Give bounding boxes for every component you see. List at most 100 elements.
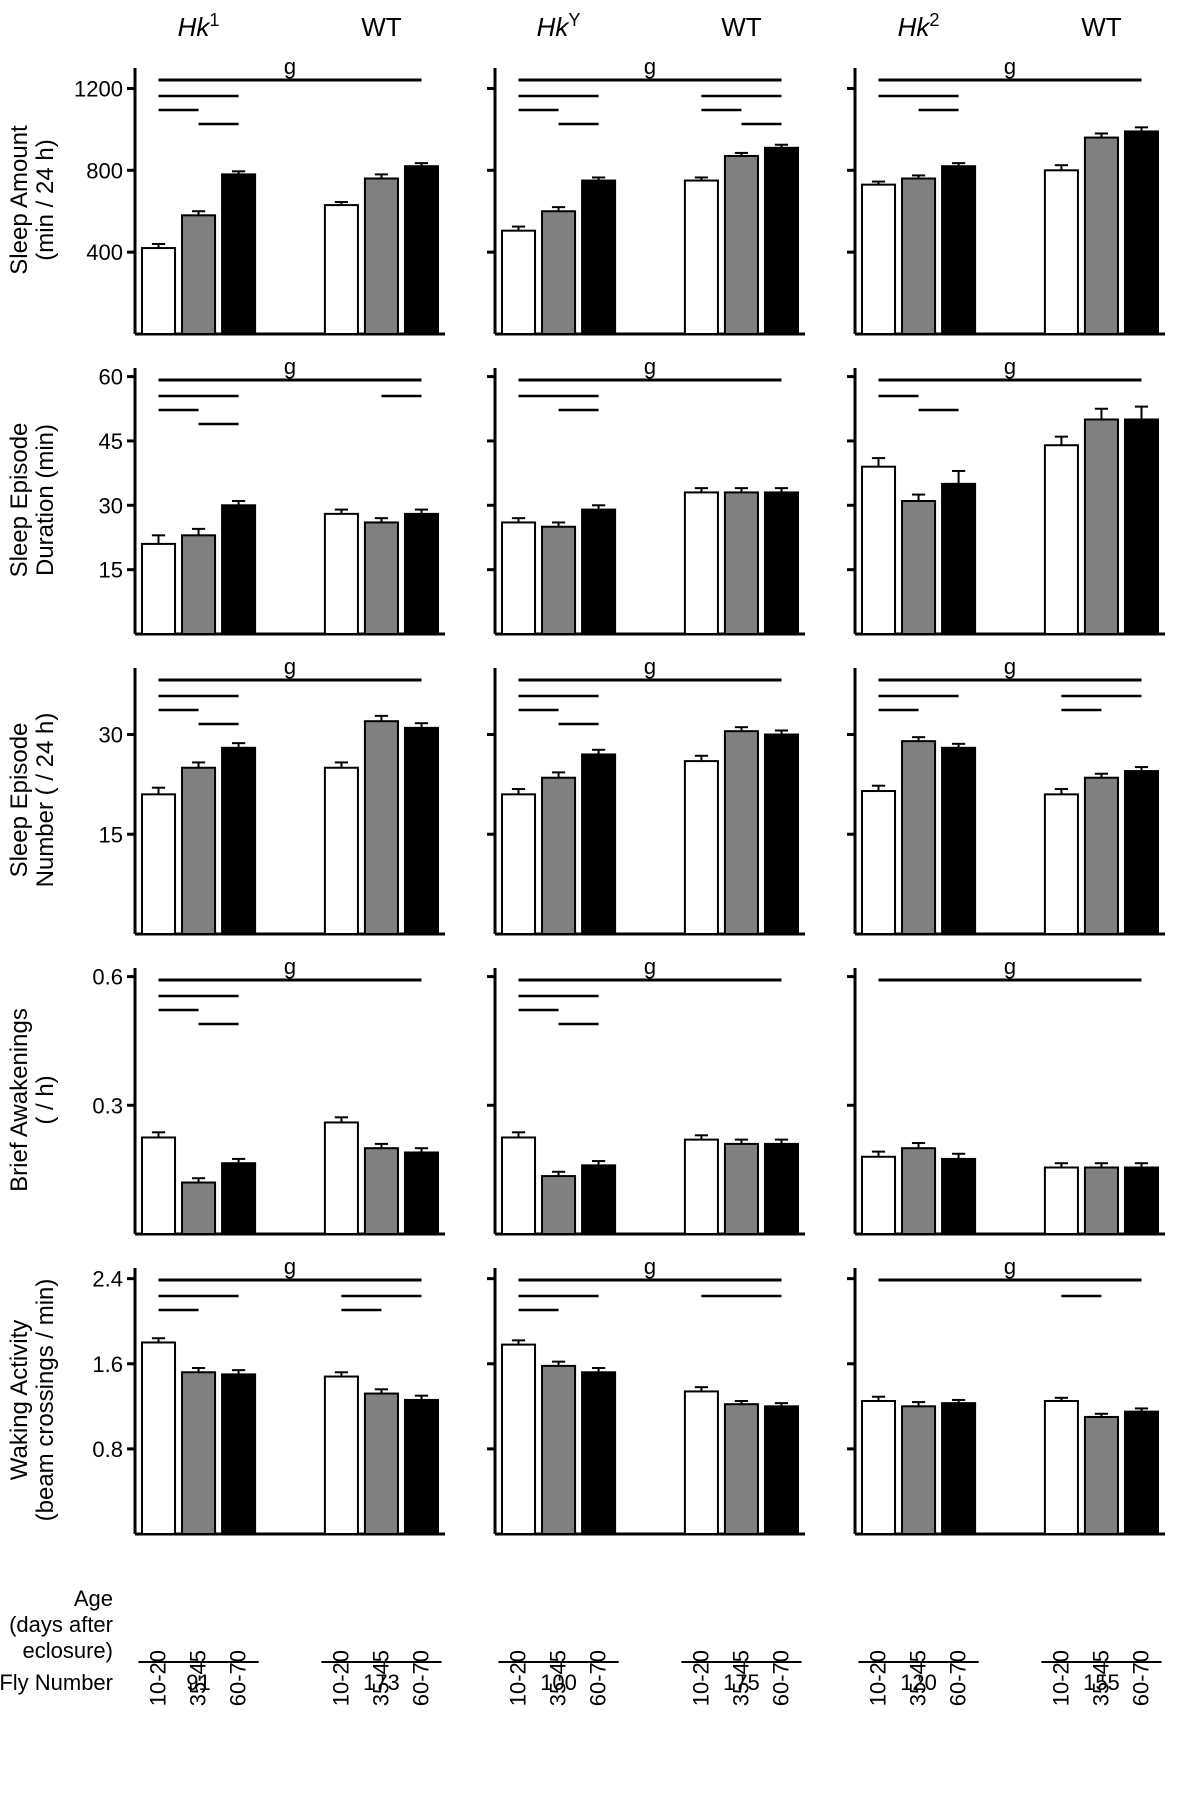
bar — [1125, 771, 1158, 934]
age-label: 60-70 — [586, 1650, 611, 1706]
sig-label-g: g — [284, 954, 296, 979]
fly-number: 100 — [540, 1670, 577, 1695]
bar — [942, 1159, 975, 1234]
column-header: WT — [361, 12, 402, 42]
bar — [142, 794, 175, 934]
bar — [902, 1406, 935, 1534]
figure-root: Hk1WTHkYWTHk2WTSleep Amount(min / 24 h)S… — [0, 0, 1200, 1804]
bar — [405, 1400, 438, 1534]
bar — [725, 731, 758, 934]
bar — [142, 248, 175, 334]
sig-label-g: g — [284, 654, 296, 679]
y-tick-label: 30 — [99, 493, 123, 518]
age-label: 60-70 — [226, 1650, 251, 1706]
bar — [325, 1377, 358, 1534]
bar — [862, 467, 895, 634]
sig-label-g: g — [644, 1254, 656, 1279]
bar — [222, 748, 255, 934]
bar — [582, 181, 615, 334]
bar — [1125, 1168, 1158, 1235]
y-tick-label: 60 — [99, 365, 123, 390]
bar — [685, 1391, 718, 1534]
bar — [542, 211, 575, 334]
bar — [325, 205, 358, 334]
row-label: Duration (min) — [32, 424, 59, 576]
row-label: Brief Awakenings — [6, 1008, 33, 1192]
fly-number: 91 — [186, 1670, 210, 1695]
bar — [1125, 1412, 1158, 1534]
fly-number: 120 — [900, 1670, 937, 1695]
age-label: 60-70 — [1128, 1650, 1153, 1706]
bar — [405, 166, 438, 334]
y-tick-label: 400 — [86, 240, 123, 265]
bar — [725, 1404, 758, 1534]
bar — [685, 492, 718, 634]
bar — [685, 761, 718, 934]
bar — [182, 768, 215, 934]
age-label: 60-70 — [946, 1650, 971, 1706]
column-header: WT — [721, 12, 762, 42]
bar — [502, 1345, 535, 1534]
bar — [765, 492, 798, 634]
row-label: ( / h) — [32, 1075, 59, 1124]
bar — [365, 721, 398, 934]
bar — [862, 1401, 895, 1534]
age-caption: eclosure) — [23, 1638, 113, 1663]
bar — [182, 215, 215, 334]
bar — [405, 1152, 438, 1234]
bar — [502, 231, 535, 334]
row-label: (min / 24 h) — [32, 139, 59, 260]
bar — [142, 544, 175, 634]
y-tick-label: 30 — [99, 723, 123, 748]
bar — [325, 768, 358, 934]
sig-label-g: g — [1004, 54, 1016, 79]
age-caption: Age — [74, 1586, 113, 1611]
age-label: 10-20 — [146, 1650, 171, 1706]
fly-number-label: Fly Number — [0, 1670, 113, 1695]
bar — [405, 728, 438, 934]
bar — [685, 181, 718, 334]
bar — [1085, 778, 1118, 934]
bar — [222, 1374, 255, 1534]
age-label: 60-70 — [408, 1650, 433, 1706]
row-label: (beam crossings / min) — [32, 1279, 59, 1522]
bar — [765, 1144, 798, 1234]
age-caption: (days after — [9, 1612, 113, 1637]
bar — [765, 1406, 798, 1534]
bar — [1045, 794, 1078, 934]
y-tick-label: 0.3 — [92, 1093, 123, 1118]
age-label: 10-20 — [506, 1650, 531, 1706]
sig-label-g: g — [1004, 354, 1016, 379]
bar — [182, 535, 215, 634]
sig-label-g: g — [284, 54, 296, 79]
bar — [1045, 170, 1078, 334]
sig-label-g: g — [644, 654, 656, 679]
bar — [902, 741, 935, 934]
bar — [902, 501, 935, 634]
bar — [942, 748, 975, 934]
bar — [862, 791, 895, 934]
age-label: 10-20 — [866, 1650, 891, 1706]
age-label: 10-20 — [688, 1650, 713, 1706]
bar — [1085, 1168, 1118, 1235]
row-label: Sleep Amount — [6, 125, 33, 275]
row-label: Waking Activity — [6, 1320, 33, 1481]
bar — [365, 178, 398, 334]
sig-label-g: g — [1004, 954, 1016, 979]
bar — [502, 794, 535, 934]
bar — [582, 510, 615, 634]
bar — [862, 185, 895, 334]
fly-number: 173 — [363, 1670, 400, 1695]
sig-label-g: g — [1004, 654, 1016, 679]
bar — [222, 505, 255, 634]
bar — [725, 492, 758, 634]
bar — [1085, 1417, 1118, 1534]
sig-label-g: g — [644, 54, 656, 79]
bar — [325, 1122, 358, 1234]
fly-number: 175 — [723, 1670, 760, 1695]
bar — [942, 484, 975, 634]
bar — [1125, 131, 1158, 334]
bar — [142, 1137, 175, 1234]
bar — [942, 166, 975, 334]
y-tick-label: 1.6 — [92, 1352, 123, 1377]
